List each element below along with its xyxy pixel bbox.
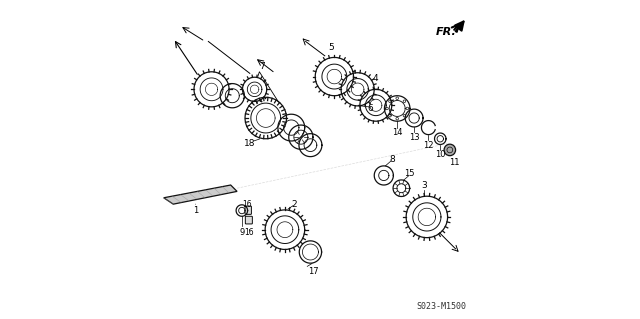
Text: FR.: FR. xyxy=(436,27,456,37)
Text: 13: 13 xyxy=(409,133,419,142)
Circle shape xyxy=(444,144,456,156)
Text: S023-M1500: S023-M1500 xyxy=(416,302,466,311)
Text: 14: 14 xyxy=(392,128,403,137)
Text: 1: 1 xyxy=(193,206,198,215)
Text: 5: 5 xyxy=(328,43,334,52)
Text: 2: 2 xyxy=(292,200,298,209)
Text: 18: 18 xyxy=(244,139,255,148)
Text: 7: 7 xyxy=(260,63,266,71)
Text: 16: 16 xyxy=(243,200,252,209)
Text: 8: 8 xyxy=(389,155,395,164)
Text: 3: 3 xyxy=(421,181,426,189)
Text: 9: 9 xyxy=(239,228,244,237)
Text: 17: 17 xyxy=(308,267,319,276)
Text: 10: 10 xyxy=(435,150,445,159)
Polygon shape xyxy=(164,185,237,204)
Text: 11: 11 xyxy=(449,158,460,167)
Text: 15: 15 xyxy=(404,169,415,178)
Text: 6: 6 xyxy=(367,104,373,113)
Text: 16: 16 xyxy=(244,228,254,237)
Text: 12: 12 xyxy=(423,141,434,150)
FancyBboxPatch shape xyxy=(245,216,252,224)
FancyBboxPatch shape xyxy=(245,206,252,214)
Text: 4: 4 xyxy=(373,74,379,83)
